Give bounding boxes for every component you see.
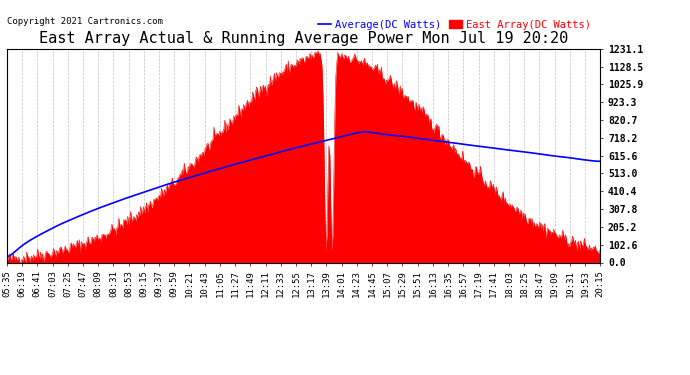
Text: Copyright 2021 Cartronics.com: Copyright 2021 Cartronics.com [7,17,163,26]
Legend: Average(DC Watts), East Array(DC Watts): Average(DC Watts), East Array(DC Watts) [314,15,595,34]
Title: East Array Actual & Running Average Power Mon Jul 19 20:20: East Array Actual & Running Average Powe… [39,31,569,46]
